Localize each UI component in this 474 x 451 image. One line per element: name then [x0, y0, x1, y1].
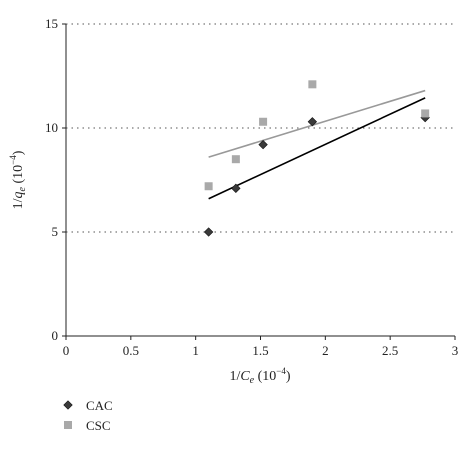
point-csc	[308, 80, 317, 89]
y-tick-label: 5	[52, 224, 59, 239]
x-tick-label: 1.5	[252, 343, 268, 358]
legend: CAC CSC	[63, 398, 113, 433]
x-tick-label: 3	[452, 343, 459, 358]
point-csc	[204, 182, 213, 191]
data-points	[203, 80, 430, 237]
x-tick-label: 1	[192, 343, 199, 358]
trendlines	[208, 89, 426, 200]
point-cac	[307, 117, 318, 127]
y-axis-label: 1/qe (10−4)	[8, 150, 28, 209]
x-ticks: 0 0.5 1 1.5 2 2.5 3	[63, 336, 459, 358]
legend-marker-cac	[63, 400, 73, 410]
legend-marker-csc	[64, 421, 72, 429]
x-axis-label: 1/Ce (10−4)	[229, 366, 290, 386]
y-tick-label: 10	[45, 120, 58, 135]
x-tick-label: 0	[63, 343, 70, 358]
legend-label-cac: CAC	[86, 398, 113, 413]
x-tick-label: 2	[322, 343, 329, 358]
legend-label-csc: CSC	[86, 418, 111, 433]
y-tick-label: 0	[52, 328, 59, 343]
axes	[65, 24, 455, 337]
x-tick-label: 2.5	[382, 343, 398, 358]
point-csc	[231, 155, 240, 164]
x-tick-label: 0.5	[123, 343, 139, 358]
trendline-cac	[208, 97, 426, 200]
point-csc	[259, 117, 268, 126]
trendline-csc	[208, 89, 426, 158]
point-cac	[258, 139, 268, 150]
grid-lines	[66, 23, 455, 233]
point-cac	[231, 183, 241, 193]
point-csc	[421, 109, 430, 118]
y-tick-label: 15	[45, 16, 58, 31]
y-ticks: 0 5 10 15	[45, 16, 66, 343]
point-cac	[203, 227, 214, 237]
